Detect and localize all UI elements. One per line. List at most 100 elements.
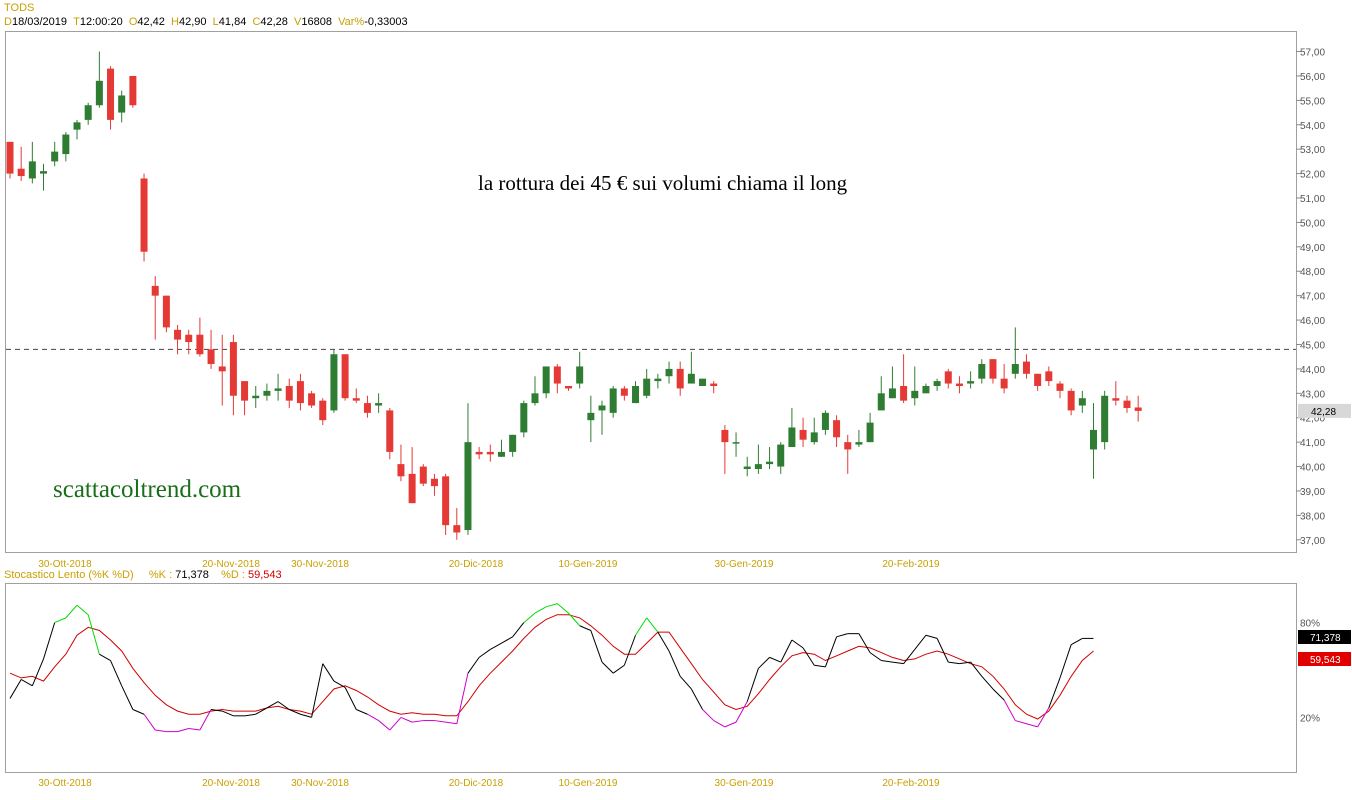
candle-up: [911, 390, 919, 399]
candle-down: [285, 385, 293, 401]
k-line-segment: [54, 617, 67, 624]
k-line-segment: [546, 603, 558, 608]
k-line-segment: [445, 721, 457, 725]
oscillator-name: Stocastico Lento (%K %D): [4, 569, 134, 581]
stochastic-panel[interactable]: [5, 583, 1297, 773]
x-tick-label: 30-Gen-2019: [715, 559, 774, 570]
k-line-segment: [20, 679, 33, 687]
candle-up: [866, 422, 874, 443]
candle-down: [430, 478, 438, 487]
k-line-segment: [490, 642, 502, 650]
k-line-segment: [9, 679, 22, 699]
candle-up: [587, 412, 595, 421]
candle-up: [810, 432, 818, 443]
candle-up: [821, 412, 829, 430]
y-tick-label: 45,00: [1300, 340, 1325, 351]
candle-up: [754, 464, 762, 469]
candle-up: [95, 80, 103, 106]
k-line-segment: [512, 622, 525, 638]
candle-down: [397, 464, 405, 477]
info-key: D: [4, 16, 12, 28]
k-line-segment: [478, 649, 491, 658]
osc-y-tick-label: 20%: [1300, 713, 1320, 724]
k-line-segment: [467, 657, 480, 674]
candle-up: [967, 381, 975, 384]
k-line-segment: [456, 673, 469, 724]
x-tick-label: 30-Nov-2018: [291, 559, 349, 570]
y-tick-label: 46,00: [1300, 316, 1325, 327]
osc-x-tick-label: 30-Nov-2018: [291, 778, 349, 789]
y-tick-label: 44,00: [1300, 365, 1325, 376]
chart-annotation: la rottura dei 45 € sui volumi chiama il…: [478, 171, 848, 195]
k-line-segment: [612, 664, 625, 674]
candle-down: [676, 368, 684, 389]
candle-down: [955, 383, 963, 386]
y-tick-label: 54,00: [1300, 121, 1325, 132]
candle-up: [252, 395, 260, 399]
k-label: %K :: [148, 569, 173, 581]
k-line-segment: [557, 603, 569, 614]
candle-up: [464, 442, 472, 531]
last-price-label: 42,28: [1311, 407, 1336, 418]
candle-down: [207, 349, 215, 365]
candle-up: [263, 390, 271, 396]
k-line-segment: [758, 657, 770, 669]
y-tick-label: 56,00: [1300, 72, 1325, 83]
k-line-segment: [266, 701, 279, 709]
candle-down: [721, 429, 729, 443]
y-tick-label: 39,00: [1300, 487, 1325, 498]
osc-x-tick-label: 30-Gen-2019: [715, 778, 774, 789]
candle-up: [743, 466, 751, 469]
k-line-segment: [333, 680, 346, 688]
k-line-segment: [724, 721, 737, 728]
k-line-segment: [110, 660, 123, 687]
candle-up: [665, 368, 673, 377]
candle-up: [51, 151, 59, 162]
candle-up: [84, 105, 92, 120]
candle-up: [509, 434, 517, 452]
info-value: 41,84: [218, 16, 247, 28]
k-value-tag: [1298, 630, 1351, 644]
d-value: 59,543: [248, 569, 282, 581]
k-line-segment: [199, 709, 212, 731]
candle-up: [274, 388, 282, 391]
d-value-tag-label: 59,543: [1310, 655, 1341, 666]
candle-up: [531, 393, 539, 404]
k-line-segment: [322, 663, 335, 682]
candle-down: [553, 366, 561, 384]
candle-down: [799, 429, 807, 440]
k-line-segment: [289, 709, 301, 715]
k-line-segment: [1048, 677, 1061, 709]
k-line-segment: [623, 635, 636, 666]
last-price-tag: [1298, 403, 1351, 418]
candle-down: [151, 285, 159, 296]
x-tick-label: 20-Nov-2018: [202, 559, 260, 570]
candle-down: [241, 381, 249, 401]
candle-up: [1089, 429, 1097, 450]
d-line: [9, 614, 1094, 720]
candle-up: [632, 385, 640, 404]
candle-up: [732, 442, 740, 444]
k-line-segment: [255, 707, 268, 715]
osc-x-tick-label: 30-Ott-2018: [38, 778, 92, 789]
k-line-segment: [735, 701, 748, 723]
y-tick-label: 38,00: [1300, 511, 1325, 522]
candle-up: [687, 373, 695, 384]
candle-down: [185, 334, 193, 343]
k-line-segment: [948, 661, 960, 665]
k-line-segment: [177, 727, 189, 733]
candle-up: [877, 393, 885, 411]
price-chart[interactable]: 37,00 38,00 39,00 40,00 41,00 42,00 43,00 44,00…: [0, 0, 1352, 575]
candle-down: [363, 403, 371, 413]
candle-down: [475, 451, 483, 455]
k-line-segment: [65, 604, 78, 619]
candle-down: [140, 178, 148, 252]
d-value-tag: [1298, 652, 1351, 666]
price-chart-panel[interactable]: [5, 31, 1297, 553]
k-line-segment: [87, 614, 100, 655]
candle-up: [62, 134, 70, 155]
candle-up: [576, 366, 584, 384]
info-key: O: [128, 16, 138, 28]
k-line-segment: [959, 661, 971, 665]
